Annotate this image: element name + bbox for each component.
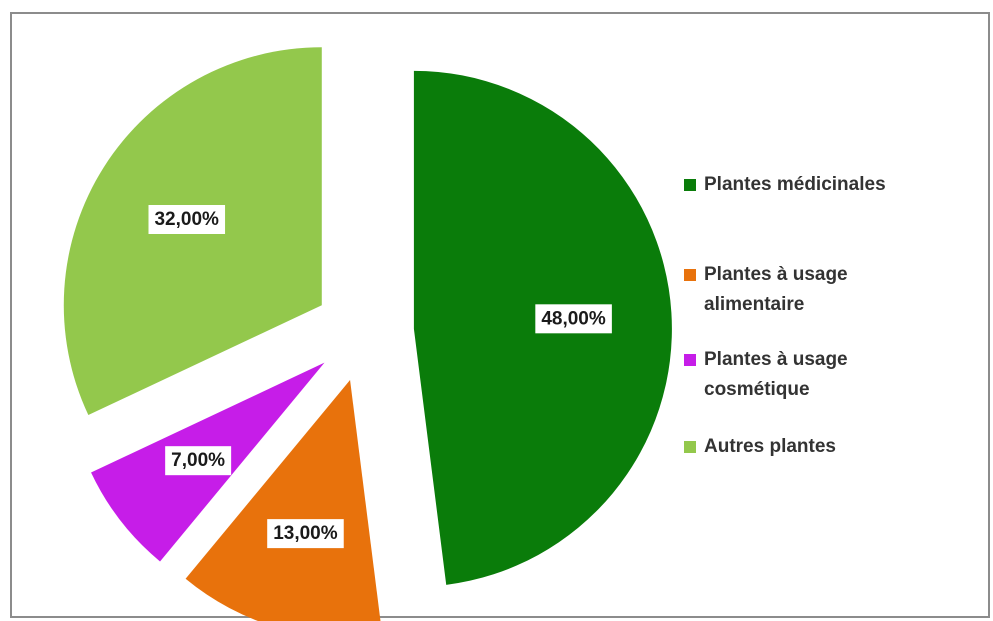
data-label-box-autres — [148, 204, 226, 234]
legend-item-cosmetique: Plantes à usage cosmétique — [684, 345, 944, 405]
legend-label-cosmetique: Plantes à usage cosmétique — [704, 349, 848, 400]
data-label-text-medicinales: 48,00% — [541, 308, 606, 329]
legend-item-medicinales: Plantes médicinales — [684, 170, 944, 200]
legend-label-autres: Autres plantes — [704, 436, 836, 457]
data-label-text-alimentaire: 13,00% — [273, 523, 338, 544]
legend-swatch-cosmetique — [684, 354, 696, 366]
legend-label-medicinales: Plantes médicinales — [704, 174, 886, 195]
data-label-text-cosmetique: 7,00% — [171, 450, 225, 471]
legend-label-alimentaire: Plantes à usage alimentaire — [704, 264, 848, 315]
legend-swatch-alimentaire — [684, 269, 696, 281]
data-label-cosmetique: 7,00% — [165, 446, 232, 476]
legend-item-autres: Autres plantes — [684, 432, 944, 462]
data-label-box-medicinales — [535, 304, 612, 334]
data-label-text-autres: 32,00% — [154, 209, 219, 230]
data-label-box-alimentaire — [267, 519, 344, 549]
pie-slice-alimentaire — [185, 380, 381, 621]
legend-item-alimentaire: Plantes à usage alimentaire — [684, 260, 944, 320]
data-label-medicinales: 48,00% — [535, 304, 612, 334]
data-label-box-cosmetique — [165, 446, 232, 476]
legend-swatch-medicinales — [684, 179, 696, 191]
data-label-autres: 32,00% — [148, 204, 226, 234]
data-label-alimentaire: 13,00% — [267, 519, 344, 549]
legend-swatch-autres — [684, 441, 696, 453]
